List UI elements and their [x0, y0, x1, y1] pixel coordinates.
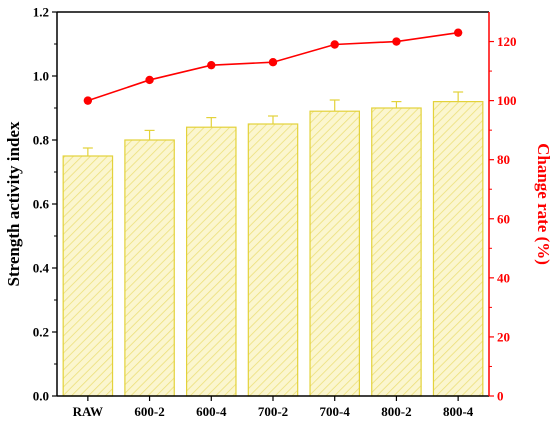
line-series-group	[83, 28, 463, 105]
y-tick-label: 0.8	[33, 133, 50, 148]
y2-tick-label: 80	[497, 152, 510, 167]
change-rate-point-700-4	[330, 40, 339, 49]
x-tick-label: RAW	[73, 404, 103, 419]
change-rate-point-800-4	[453, 28, 463, 37]
x-axis: RAW 600-2 600-4 700-2 700-4 800-2 800-4	[73, 396, 474, 419]
change-rate-point-RAW	[83, 96, 93, 105]
right-y-axis-title: Change rate (%)	[534, 143, 550, 265]
bar-700-4	[309, 110, 360, 397]
y2-tick-label: 0	[497, 389, 504, 404]
bar-600-2	[124, 139, 175, 397]
x-tick-label: 700-4	[320, 404, 351, 419]
y2-tick-label: 40	[497, 270, 510, 285]
y-tick-label: 0.6	[33, 197, 50, 212]
change-rate-point-600-4	[207, 60, 216, 70]
change-rate-line	[87, 31, 459, 102]
x-tick-label: 600-4	[196, 404, 227, 419]
bar-800-4	[432, 100, 484, 397]
bars-group	[62, 100, 484, 397]
y2-tick-label: 60	[497, 211, 510, 226]
change-rate-point-700-2	[268, 58, 278, 67]
x-tick-label: 600-2	[134, 404, 164, 419]
change-rate-point-800-2	[392, 37, 401, 46]
y-tick-label: 0.2	[33, 325, 49, 340]
y2-tick-label: 20	[497, 329, 510, 344]
y-tick-label: 1.0	[33, 69, 49, 84]
change-rate-point-600-2	[145, 75, 154, 85]
error-bars-group	[82, 91, 464, 156]
y2-tick-label: 120	[497, 34, 517, 49]
bar-RAW	[62, 155, 114, 397]
bar-700-2	[247, 123, 299, 397]
x-tick-label: 800-2	[381, 404, 411, 419]
y2-tick-label: 100	[497, 93, 517, 108]
x-tick-label: 800-4	[443, 404, 474, 419]
x-tick-label: 700-2	[258, 404, 288, 419]
left-y-axis: 0.0 0.2 0.4 0.6 0.8 1.0 1.2	[33, 5, 57, 404]
y-tick-label: 0.0	[33, 389, 49, 404]
y-tick-label: 0.4	[33, 261, 50, 276]
bar-600-4	[186, 126, 237, 397]
y-tick-label: 1.2	[33, 5, 49, 20]
bar-800-2	[371, 107, 422, 397]
left-y-axis-title: Strength activity index	[4, 121, 23, 286]
right-y-axis: 0 20 40 60 80 100 120	[489, 34, 517, 404]
